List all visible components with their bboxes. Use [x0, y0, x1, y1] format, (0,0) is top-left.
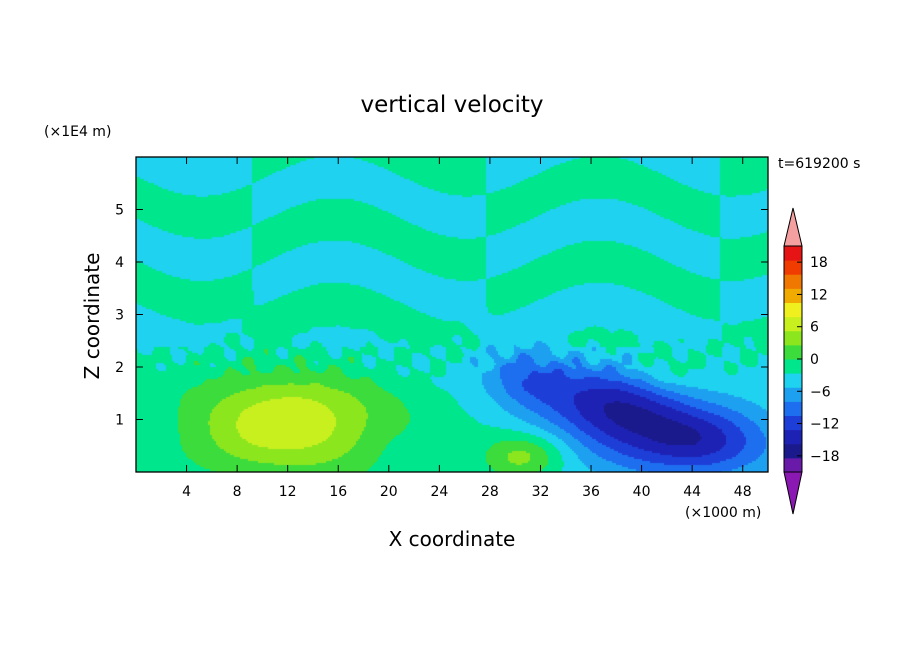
x-axis-label: X coordinate: [389, 527, 516, 551]
contour-field: [136, 157, 768, 472]
x-axis-ticks: 4 8 12 16 20 24 28 32 36 40 44 48: [182, 157, 752, 500]
chart-title: vertical velocity: [361, 92, 544, 118]
y-tick-label: 3: [115, 308, 124, 324]
x-tick-label: 48: [734, 484, 752, 500]
colorbar-band: [784, 316, 802, 332]
colorbar-tick-label: 0: [810, 352, 819, 368]
colorbar-over-arrow: [783, 207, 803, 247]
colorbar-tick-label: −18: [810, 449, 840, 465]
colorbar: 18 12 6 0 −6 −12 −18: [783, 207, 840, 515]
colorbar-tick-label: 6: [810, 320, 819, 336]
colorbar-band: [784, 457, 802, 473]
colorbar-tick-label: 12: [810, 287, 828, 303]
colorbar-band: [784, 344, 802, 360]
y-axis-ticks: 1 2 3 4 5: [115, 203, 768, 429]
y-tick-label: 5: [115, 203, 124, 219]
colorbar-band: [784, 302, 802, 318]
x-tick-label: 36: [582, 484, 600, 500]
x-tick-label: 24: [430, 484, 448, 500]
colorbar-tick-label: −6: [810, 384, 831, 400]
colorbar-band: [784, 260, 802, 275]
x-tick-label: 40: [633, 484, 651, 500]
x-tick-label: 12: [279, 484, 297, 500]
colorbar-band: [784, 373, 802, 388]
colorbar-under-arrow: [783, 471, 803, 515]
y-tick-label: 1: [115, 413, 124, 429]
colorbar-tick-label: 18: [810, 255, 828, 271]
x-tick-label: 28: [481, 484, 499, 500]
y-tick-label: 2: [115, 360, 124, 376]
colorbar-band: [784, 415, 802, 431]
x-tick-label: 8: [233, 484, 242, 500]
colorbar-band: [784, 443, 802, 459]
y-tick-label: 4: [115, 255, 124, 271]
x-tick-label: 20: [380, 484, 398, 500]
x-tick-label: 44: [683, 484, 701, 500]
x-axis-unit: (×1000 m): [685, 505, 761, 521]
colorbar-band: [784, 429, 802, 445]
time-label: t=619200 s: [778, 156, 860, 172]
y-axis-unit: (×1E4 m): [44, 124, 111, 140]
y-axis-label: Z coordinate: [80, 253, 104, 380]
colorbar-tick-label: −12: [810, 417, 840, 433]
colorbar-band: [784, 330, 802, 346]
x-tick-label: 4: [182, 484, 191, 500]
x-tick-label: 32: [532, 484, 550, 500]
colorbar-band: [784, 246, 802, 261]
colorbar-band: [784, 288, 802, 303]
colorbar-band: [784, 359, 802, 374]
x-tick-label: 16: [329, 484, 347, 500]
colorbar-band: [784, 274, 802, 289]
colorbar-band: [784, 387, 802, 402]
colorbar-band: [784, 401, 802, 416]
